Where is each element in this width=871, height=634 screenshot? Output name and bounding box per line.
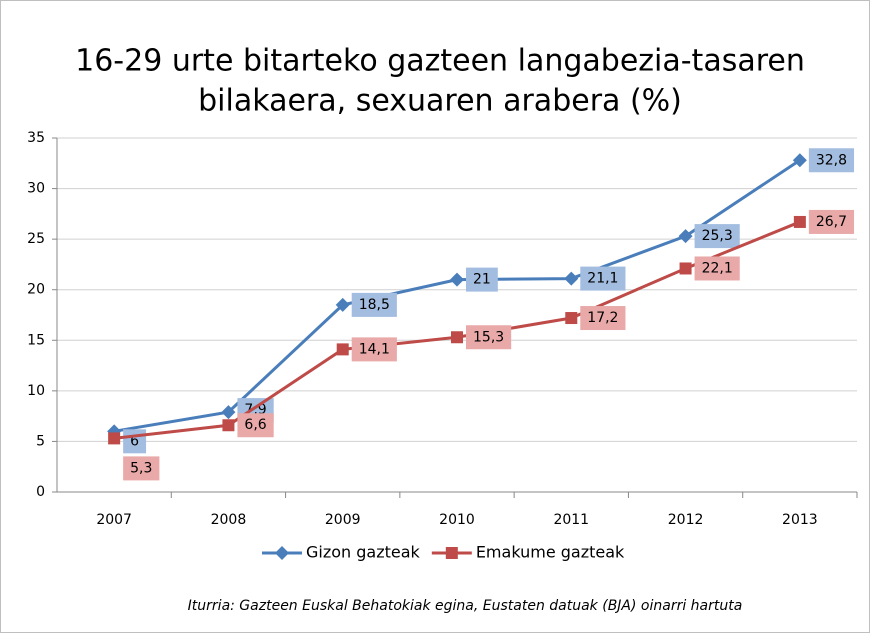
data-point — [792, 153, 807, 168]
data-label: 25,3 — [702, 228, 733, 244]
data-point — [108, 432, 121, 445]
data-label-box — [351, 292, 397, 317]
data-label: 17,2 — [587, 310, 618, 326]
data-point — [335, 297, 350, 312]
data-label-box — [466, 267, 498, 292]
data-label-box — [237, 413, 274, 438]
data-label-box — [123, 456, 160, 481]
chart-title: 16-29 urte bitarteko gazteen langabezia-… — [75, 44, 805, 79]
data-point — [564, 271, 579, 286]
data-label-box — [808, 209, 855, 234]
y-tick-label: 5 — [36, 433, 45, 449]
y-tick-label: 0 — [36, 484, 45, 500]
x-tick-label: 2007 — [96, 512, 132, 528]
data-label: 6 — [130, 433, 139, 449]
y-tick-label: 20 — [27, 282, 45, 298]
data-label: 26,7 — [816, 214, 847, 230]
data-label: 22,1 — [702, 260, 733, 276]
x-tick-label: 2011 — [553, 512, 589, 528]
data-label-box — [694, 256, 740, 281]
data-label: 14,1 — [359, 341, 390, 357]
source-note: Iturria: Gazteen Euskal Behatokiak egina… — [188, 598, 743, 614]
data-label-box — [808, 148, 855, 173]
data-point — [222, 419, 235, 432]
data-label: 5,3 — [130, 460, 152, 476]
data-label: 6,6 — [244, 417, 266, 433]
data-label-box — [694, 224, 740, 249]
data-label: 18,5 — [359, 297, 390, 313]
data-point — [221, 405, 236, 420]
data-point — [450, 272, 464, 287]
legend-label: Emakume gazteak — [476, 543, 625, 562]
data-label: 21,1 — [587, 271, 618, 287]
x-tick-label: 2010 — [439, 512, 475, 528]
x-tick-label: 2009 — [325, 512, 361, 528]
data-point — [451, 331, 463, 344]
data-label: 32,8 — [816, 152, 847, 168]
data-label-box — [580, 266, 626, 291]
y-tick-label: 15 — [27, 332, 45, 348]
data-label-box — [351, 337, 397, 362]
data-label-box — [580, 306, 626, 331]
data-point — [793, 215, 806, 228]
data-label: 21 — [473, 272, 491, 288]
x-tick-label: 2008 — [211, 512, 247, 528]
data-point — [679, 262, 692, 275]
y-tick-label: 30 — [27, 181, 45, 197]
data-label-box — [466, 325, 512, 350]
x-tick-label: 2012 — [668, 512, 704, 528]
data-point — [678, 229, 693, 244]
y-tick-label: 25 — [27, 231, 45, 247]
y-tick-label: 10 — [27, 383, 45, 399]
chart-title: bilakaera, sexuaren arabera (%) — [198, 84, 682, 119]
data-point — [565, 312, 578, 325]
legend-marker — [275, 546, 289, 560]
legend-marker — [445, 547, 458, 559]
x-tick-label: 2013 — [782, 512, 818, 528]
data-label: 15,3 — [473, 329, 504, 345]
data-point — [336, 343, 349, 356]
legend-label: Gizon gazteak — [306, 543, 421, 562]
y-tick-label: 35 — [27, 130, 45, 146]
